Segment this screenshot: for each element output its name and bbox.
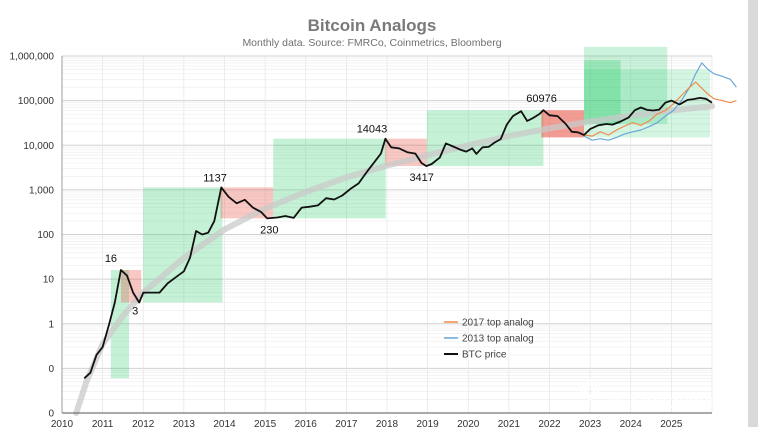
analog-region <box>426 110 544 167</box>
x-tick-label: 2023 <box>579 419 602 427</box>
y-tick-label: 10 <box>43 275 55 286</box>
trend-band <box>73 103 715 416</box>
analog-region <box>273 138 386 219</box>
x-tick-label: 2012 <box>132 419 155 427</box>
legend-label-btc-price: BTC price <box>462 350 507 361</box>
y-tick-label: 1,000,000 <box>10 52 55 63</box>
y-tick-label: 1,000 <box>29 185 54 196</box>
price-annotation: 14043 <box>357 124 388 136</box>
y-tick-label: 100,000 <box>18 96 55 107</box>
watermark: @ Kingdogvn <box>578 378 719 413</box>
price-annotation: 16 <box>105 253 117 265</box>
price-series <box>83 62 737 379</box>
x-tick-label: 2024 <box>620 419 643 427</box>
analog-region <box>584 60 621 124</box>
diamond-logo-icon <box>578 378 602 402</box>
legend-label-2017-top-analog: 2017 top analog <box>462 318 534 329</box>
x-tick-label: 2020 <box>457 419 480 427</box>
chart-title: Bitcoin Analogs <box>308 16 437 35</box>
x-tick-label: 2016 <box>295 419 318 427</box>
price-annotation: 230 <box>260 224 278 236</box>
series-line-2013-top-analog <box>583 62 737 141</box>
x-tick-label: 2021 <box>498 419 521 427</box>
price-annotation: 3 <box>132 305 138 317</box>
series-line-2017-top-analog <box>583 81 737 137</box>
page-edge <box>748 0 758 427</box>
x-tick-label: 2013 <box>173 419 196 427</box>
x-tick-labels: 2010 2011 2012 2013 2014 2015 2016 2017 2018 2019… <box>51 419 683 427</box>
price-annotation: 3417 <box>409 172 433 184</box>
series-line-btc-price <box>83 97 713 379</box>
analog-regions <box>110 46 710 379</box>
x-tick-label: 2018 <box>376 419 399 427</box>
analog-region <box>584 69 710 138</box>
axes <box>61 56 712 414</box>
y-tick-label: 100 <box>37 230 54 241</box>
y-tick-labels: 0 0 1 10 100 1,000 10,000 100,000 1,000,000 <box>10 52 55 420</box>
price-annotations: 16 3 1137 230 14043 3417 60976 <box>105 93 557 317</box>
y-tick-label: 10,000 <box>23 141 54 152</box>
x-tick-label: 2014 <box>213 419 236 427</box>
price-annotation: 1137 <box>203 172 227 184</box>
x-tick-label: 2022 <box>538 419 561 427</box>
x-tick-label: 2011 <box>92 419 114 427</box>
y-tick-label: 0 <box>48 364 54 375</box>
trend-band-line <box>73 103 715 416</box>
x-tick-label: 2019 <box>417 419 440 427</box>
price-annotation: 60976 <box>526 93 557 105</box>
legend-label-2013-top-analog: 2013 top analog <box>462 334 534 345</box>
legend: 2017 top analog 2013 top analog BTC pric… <box>444 318 534 361</box>
y-tick-label: 1 <box>48 319 54 330</box>
x-tick-label: 2025 <box>660 419 683 427</box>
gridlines <box>61 55 713 414</box>
x-tick-label: 2015 <box>254 419 277 427</box>
watermark-text: @ Kingdogvn <box>605 392 719 413</box>
x-tick-label: 2010 <box>51 419 74 427</box>
chart-subtitle: Monthly data. Source: FMRCo, Coinmetrics… <box>242 37 501 49</box>
y-tick-label: 0 <box>48 409 54 420</box>
x-tick-label: 2017 <box>335 419 358 427</box>
